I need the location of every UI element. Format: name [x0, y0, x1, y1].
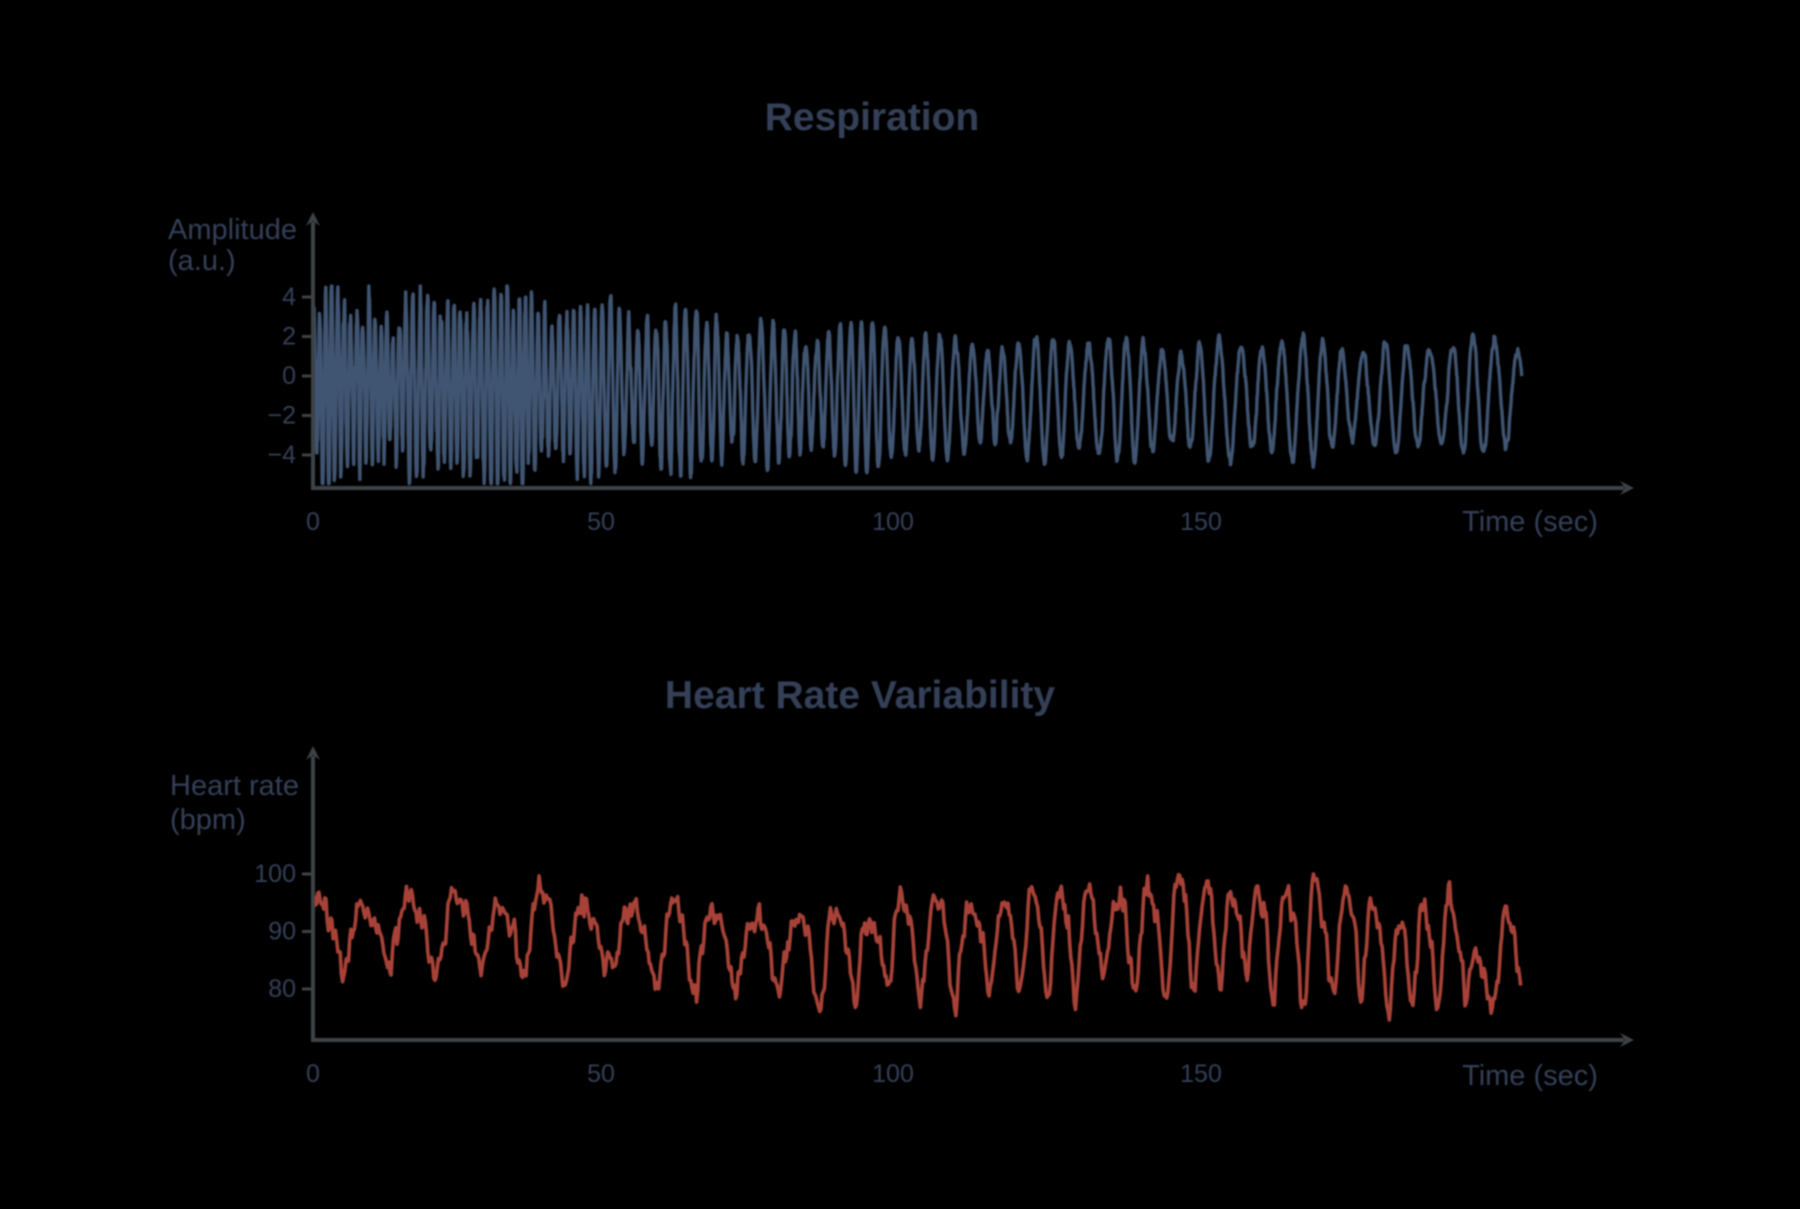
- svg-text:Amplitude: Amplitude: [168, 214, 297, 246]
- svg-text:2: 2: [282, 323, 296, 351]
- svg-text:−2: −2: [267, 402, 296, 430]
- svg-text:0: 0: [306, 1060, 320, 1088]
- svg-text:50: 50: [587, 508, 615, 536]
- svg-text:Time (sec): Time (sec): [1462, 506, 1598, 538]
- svg-text:50: 50: [587, 1060, 615, 1088]
- svg-text:Heart Rate Variability: Heart Rate Variability: [665, 674, 1055, 717]
- svg-text:Time (sec): Time (sec): [1462, 1060, 1598, 1092]
- svg-text:100: 100: [872, 508, 914, 536]
- svg-text:Heart rate: Heart rate: [170, 770, 299, 802]
- svg-text:100: 100: [872, 1060, 914, 1088]
- svg-text:150: 150: [1180, 508, 1222, 536]
- svg-text:0: 0: [306, 508, 320, 536]
- svg-text:Respiration: Respiration: [765, 96, 980, 139]
- svg-text:−4: −4: [267, 441, 296, 469]
- svg-text:(a.u.): (a.u.): [168, 245, 236, 277]
- svg-text:80: 80: [268, 975, 296, 1003]
- svg-text:(bpm): (bpm): [170, 804, 246, 836]
- svg-text:150: 150: [1180, 1060, 1222, 1088]
- svg-text:100: 100: [254, 860, 296, 888]
- svg-text:0: 0: [282, 362, 296, 390]
- svg-text:4: 4: [282, 283, 296, 311]
- svg-text:90: 90: [268, 918, 296, 946]
